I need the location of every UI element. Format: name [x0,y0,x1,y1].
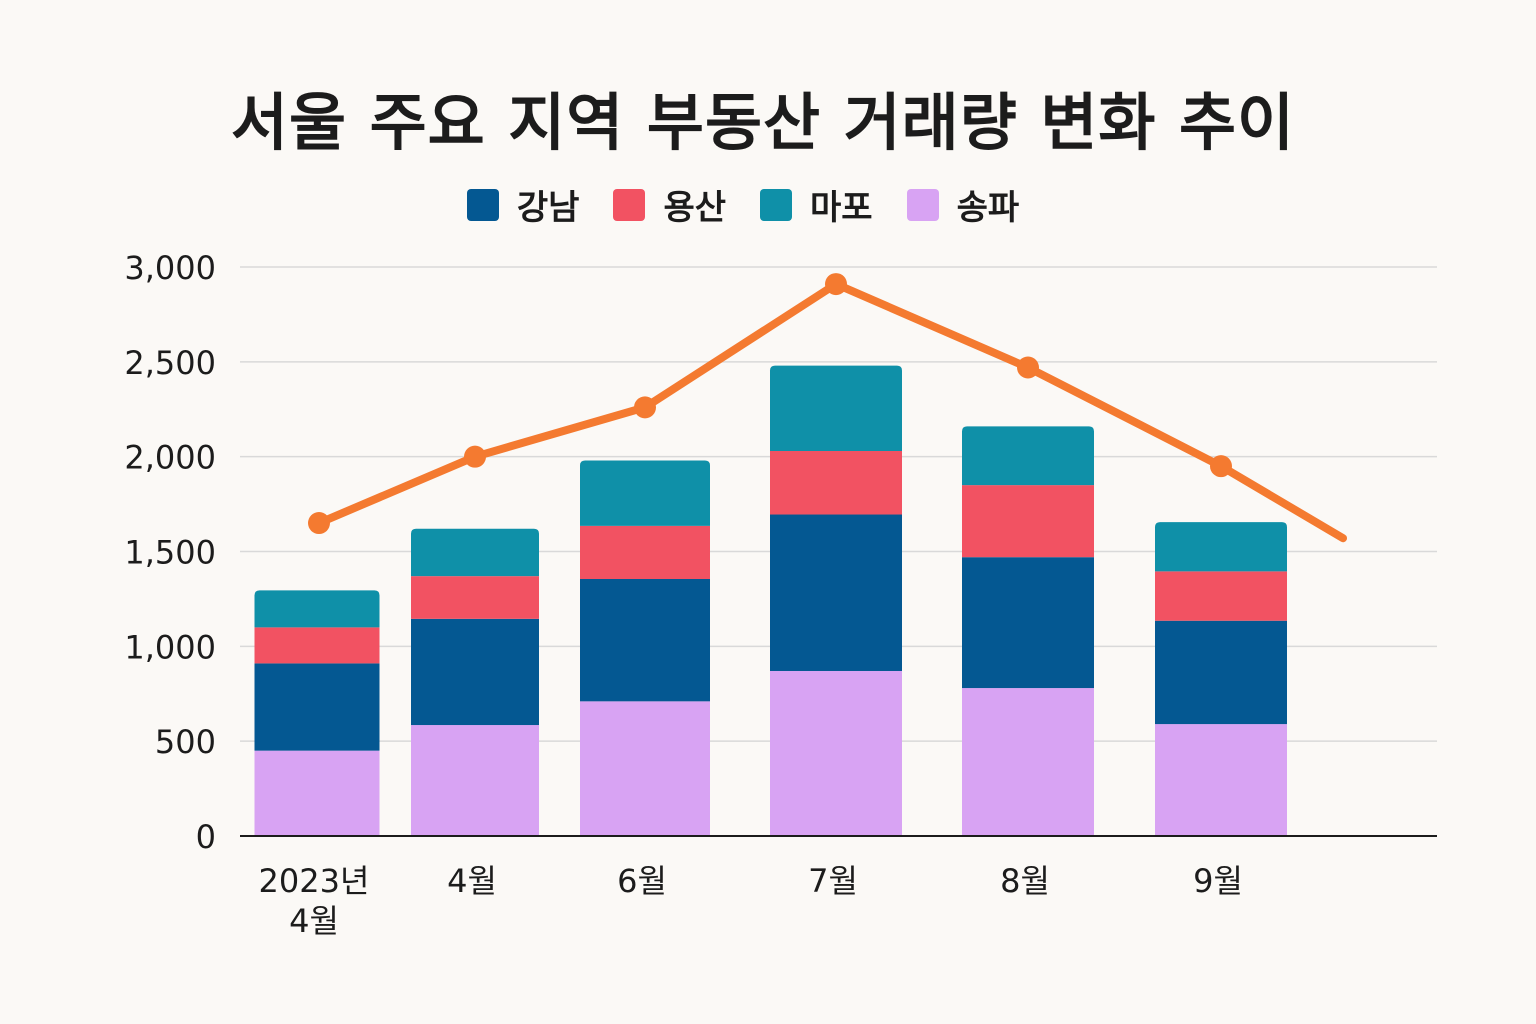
bar-segment-마포 [962,426,1094,486]
y-tick-label: 1,500 [124,534,216,572]
legend-swatch [466,188,499,221]
x-tick-label: 9월 [1193,862,1243,900]
legend-swatch [906,188,939,221]
y-tick-label: 3,000 [124,249,216,287]
trend-point [1017,356,1039,379]
bar-segment-강남 [580,579,710,702]
trend-point [308,512,330,535]
trend-point [1210,455,1232,478]
bar-segment-강남 [411,618,539,726]
y-tick-label: 2,000 [124,439,216,477]
legend-item-송파: 송파 [906,180,1020,229]
x-tick-label: 4월 [289,902,339,940]
legend-label: 용산 [663,188,726,228]
bar-segment-마포 [770,365,902,451]
bar-segment-용산 [962,485,1094,558]
legend-label: 송파 [956,188,1020,228]
x-tick-label: 8월 [1000,862,1050,900]
legend-swatch [760,188,792,221]
bar-segment-송파 [580,701,710,836]
bar-segment-마포 [411,528,539,577]
legend-item-마포: 마포 [760,180,873,229]
legend-label: 강남 [516,188,580,228]
bar-segment-강남 [1155,620,1287,725]
legend: 강남 용산 마포 송파 [0,180,1486,229]
bar-segment-용산 [580,525,710,580]
legend-label: 마포 [810,188,873,228]
bar-segment-용산 [1155,571,1287,621]
bar-segment-강남 [962,557,1094,689]
trend-point [825,273,847,296]
bar-segment-용산 [411,576,539,619]
trend-point [634,396,656,419]
x-tick-label: 2023년 [259,862,370,900]
bar-segment-강남 [770,514,902,671]
bar-segment-용산 [770,450,902,515]
bar-segment-송파 [962,688,1094,836]
bar-segment-마포 [1155,522,1287,572]
bar-segment-용산 [254,627,380,664]
x-tick-label: 7월 [808,862,858,900]
legend-item-강남: 강남 [466,180,580,229]
x-tick-label: 4월 [447,862,497,900]
bar-segment-송파 [770,670,902,836]
y-tick-label: 0 [196,818,216,856]
y-tick-label: 1,000 [124,628,216,666]
bar-segment-송파 [1155,724,1287,836]
y-tick-label: 2,500 [124,344,216,382]
trend-point [464,445,486,468]
bar-segment-송파 [254,750,380,836]
y-tick-label: 500 [155,723,216,761]
x-tick-label: 6월 [617,862,667,900]
legend-item-용산: 용산 [613,180,726,229]
bar-segment-마포 [254,590,380,628]
chart-title: 서울 주요 지역 부동산 거래량 변화 추이 [230,86,1296,159]
legend-swatch [613,188,646,221]
bar-segment-강남 [254,663,380,751]
bar-segment-송파 [411,725,539,836]
bar-segment-마포 [580,460,710,526]
